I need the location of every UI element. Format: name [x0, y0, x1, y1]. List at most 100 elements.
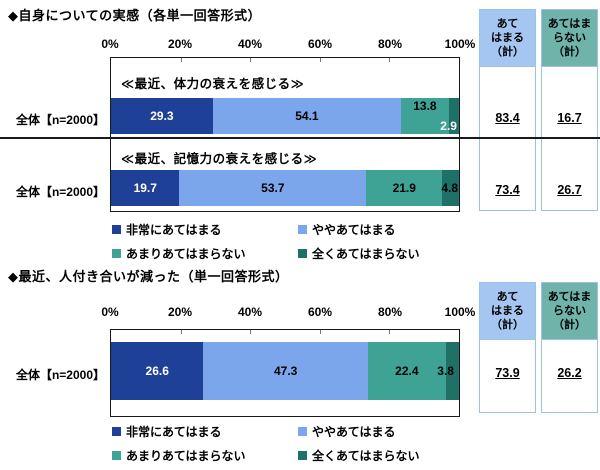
- axis-tick: [319, 330, 321, 334]
- axis-tick-label: 80%: [377, 37, 403, 51]
- segment-value: 26.6: [145, 364, 169, 378]
- row-label-memory: 全体【n=2000】: [15, 185, 105, 199]
- axis-tick-label: 0%: [101, 305, 119, 319]
- segment-value: 54.1: [295, 109, 319, 123]
- legend-swatch: [112, 225, 121, 234]
- legend-label: ややあてはまる: [312, 425, 396, 439]
- disagree-total-header: あてはま らない （計）: [542, 283, 597, 340]
- legend-swatch: [112, 249, 121, 258]
- legend-label: ややあてはまる: [312, 223, 396, 237]
- disagree-total-value-memory: 26.7: [557, 183, 582, 197]
- axis-tick-label: 80%: [377, 305, 403, 319]
- legend-item-strongly-agree: 非常にあてはまる: [112, 423, 298, 440]
- segment-somewhat-agree: 53.7: [179, 170, 367, 206]
- legend-item-somewhat-agree: ややあてはまる: [298, 221, 396, 238]
- axis-tick: [389, 58, 391, 62]
- section1-x-axis: 0% 20% 40% 60% 80% 100%: [0, 37, 600, 52]
- agree-total-value-physical: 83.4: [495, 111, 520, 125]
- legend-swatch: [298, 427, 307, 436]
- agree-total-value-social: 73.9: [495, 366, 520, 380]
- section1-disagree-total-column: あてはま らない （計） 16.7 26.7: [541, 9, 598, 211]
- axis-tick: [250, 330, 252, 334]
- axis-tick: [389, 330, 391, 334]
- axis-tick-label: 60%: [307, 37, 333, 51]
- axis-tick: [319, 58, 321, 62]
- legend-swatch: [298, 225, 307, 234]
- segment-strongly-agree: 29.3: [111, 98, 213, 134]
- axis-tick: [180, 330, 182, 334]
- section1-legend: 非常にあてはまる ややあてはまる あまりあてはまらない 全くあてはまらない: [112, 221, 472, 269]
- legend-label: あまりあてはまらない: [126, 247, 246, 261]
- section2-title: ◆最近、人付き合いが減った（単一回答形式）: [8, 269, 289, 284]
- axis-tick-label: 40%: [237, 37, 263, 51]
- axis-tick-label: 100%: [444, 37, 476, 51]
- legend-item-somewhat-disagree: あまりあてはまらない: [112, 447, 298, 464]
- row-label-physical: 全体【n=2000】: [15, 113, 105, 127]
- section2-agree-total-column: あて はまる （計） 73.9: [479, 282, 536, 413]
- segment-value: 29.3: [150, 109, 174, 123]
- axis-tick-label: 60%: [307, 305, 333, 319]
- axis-tick: [180, 58, 182, 62]
- axis-tick-label: 20%: [167, 305, 193, 319]
- legend-item-somewhat-agree: ややあてはまる: [298, 423, 396, 440]
- axis-tick-label: 0%: [101, 37, 119, 51]
- section2-disagree-total-column: あてはま らない （計） 26.2: [541, 282, 598, 413]
- segment-somewhat-agree: 54.1: [212, 98, 401, 134]
- section2-legend: 非常にあてはまる ややあてはまる あまりあてはまらない 全くあてはまらない: [112, 423, 472, 470]
- axis-tick: [250, 58, 252, 62]
- agree-total-header: あて はまる （計）: [480, 10, 535, 67]
- row-label-social: 全体【n=2000】: [15, 368, 105, 382]
- segment-somewhat-disagree: 21.9: [366, 170, 443, 206]
- axis-tick-label: 100%: [444, 305, 476, 319]
- legend-row: あまりあてはまらない 全くあてはまらない: [112, 447, 472, 464]
- axis-tick-label: 20%: [167, 37, 193, 51]
- legend-swatch: [298, 249, 307, 258]
- legend-item-strongly-agree: 非常にあてはまる: [112, 221, 298, 238]
- legend-item-somewhat-disagree: あまりあてはまらない: [112, 245, 298, 262]
- legend-row: あまりあてはまらない 全くあてはまらない: [112, 245, 472, 262]
- segment-strongly-agree: 26.6: [111, 342, 204, 400]
- legend-label: 非常にあてはまる: [126, 425, 222, 439]
- stacked-bar-memory: 19.7 53.7 21.9 4.8: [111, 170, 459, 206]
- legend-label: 非常にあてはまる: [126, 223, 222, 237]
- segment-somewhat-agree: 47.3: [203, 342, 368, 400]
- disagree-total-value-social: 26.2: [557, 366, 582, 380]
- segment-value: 3.8: [437, 364, 454, 378]
- agree-total-value-memory: 73.4: [495, 183, 520, 197]
- legend-swatch: [112, 451, 121, 460]
- legend-swatch: [298, 451, 307, 460]
- segment-value: 53.7: [261, 181, 285, 195]
- segment-value: 47.3: [274, 364, 298, 378]
- row-divider-line: [0, 137, 600, 139]
- section1-plot-area: ≪最近、体力の衰えを感じる≫ 29.3 54.1 13.8 2.9 ≪最近、記憶…: [110, 57, 460, 212]
- segment-value: 21.9: [392, 181, 416, 195]
- subchart-title-physical: ≪最近、体力の衰えを感じる≫: [121, 77, 305, 91]
- subchart-title-memory: ≪最近、記憶力の衰えを感じる≫: [121, 152, 318, 166]
- section2-x-axis: 0% 20% 40% 60% 80% 100%: [0, 305, 600, 320]
- section1-agree-total-column: あて はまる （計） 83.4 73.4: [479, 9, 536, 211]
- legend-row: 非常にあてはまる ややあてはまる: [112, 221, 472, 238]
- legend-item-strongly-disagree: 全くあてはまらない: [298, 245, 420, 262]
- segment-strongly-agree: 19.7: [111, 170, 180, 206]
- section1-title: ◆自身についての実感（各単一回答形式）: [8, 8, 262, 23]
- segment-value: 22.4: [395, 364, 419, 378]
- agree-total-header: あて はまる （計）: [480, 283, 535, 340]
- legend-swatch: [112, 427, 121, 436]
- segment-somewhat-disagree: 13.8: [400, 98, 449, 134]
- segment-value: 13.8: [413, 99, 437, 113]
- legend-label: 全くあてはまらない: [312, 247, 420, 261]
- segment-strongly-disagree: 2.9: [440, 98, 459, 134]
- segment-value: 4.8: [441, 181, 458, 195]
- legend-row: 非常にあてはまる ややあてはまる: [112, 423, 472, 440]
- section2-plot-area: 26.6 47.3 22.4 3.8: [110, 329, 460, 417]
- segment-value: 19.7: [133, 181, 157, 195]
- stacked-bar-social: 26.6 47.3 22.4 3.8: [111, 342, 459, 400]
- axis-tick-label: 40%: [237, 305, 263, 319]
- segment-strongly-disagree: 3.8: [437, 342, 459, 400]
- disagree-total-header: あてはま らない （計）: [542, 10, 597, 67]
- legend-label: あまりあてはまらない: [126, 449, 246, 463]
- segment-strongly-disagree: 4.8: [441, 170, 459, 206]
- legend-item-strongly-disagree: 全くあてはまらない: [298, 447, 420, 464]
- stacked-bar-physical: 29.3 54.1 13.8 2.9: [111, 98, 459, 134]
